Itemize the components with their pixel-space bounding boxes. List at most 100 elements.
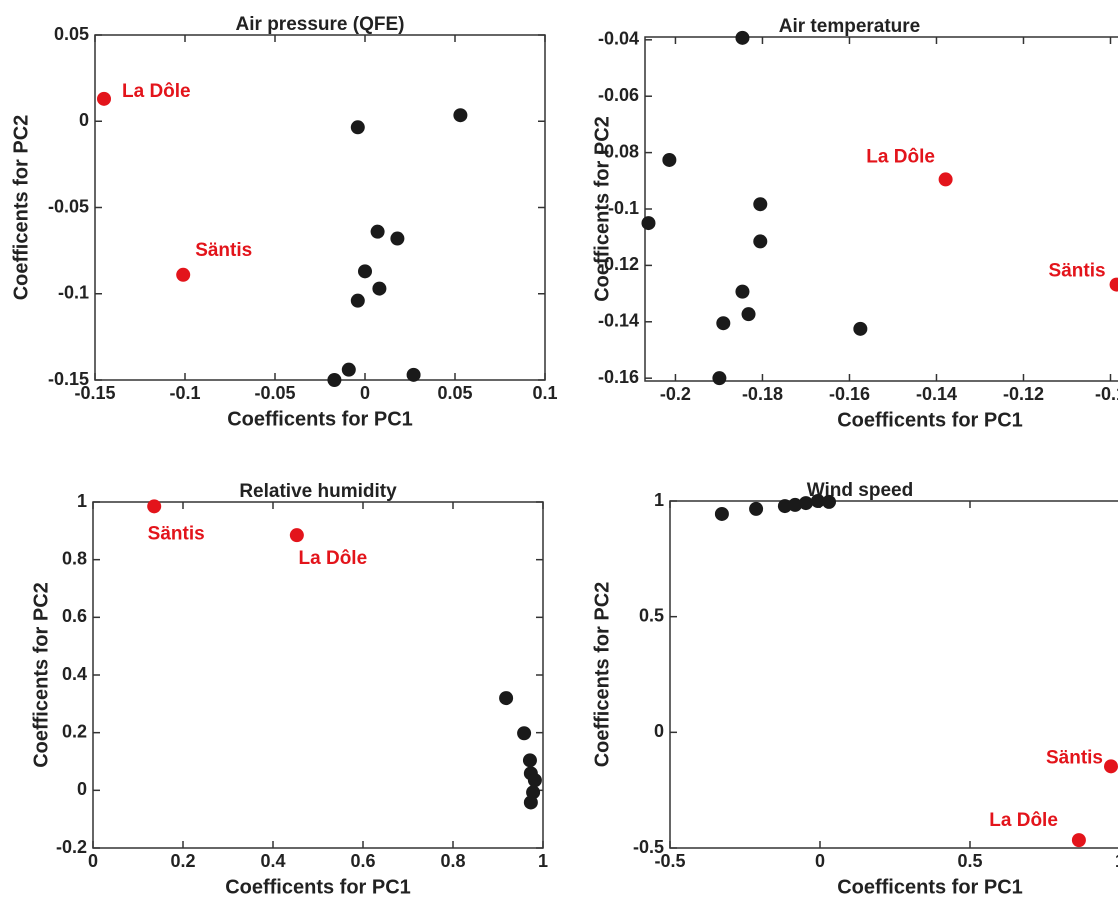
- axes-box: [644, 36, 1118, 382]
- x-tick-label: 0.1: [532, 383, 557, 403]
- x-axis-label: Coefficents for PC1: [227, 408, 413, 430]
- point: [714, 506, 729, 521]
- y-axis-label: Coefficents for PC2: [10, 115, 32, 301]
- y-tick-label: 0.2: [62, 721, 87, 741]
- y-tick-label: 0.5: [639, 605, 664, 625]
- axes-box: [669, 500, 1118, 849]
- point: [523, 795, 538, 810]
- x-tick-label: -0.12: [1003, 384, 1044, 404]
- y-tick-label: -0.1: [58, 283, 89, 303]
- y-tick-label: 0.05: [54, 24, 89, 44]
- point: [735, 284, 750, 299]
- y-tick-label: 0.6: [62, 606, 87, 626]
- point-label: Säntis: [1046, 747, 1103, 768]
- point: [499, 691, 514, 706]
- y-tick-label: -0.12: [598, 254, 639, 274]
- x-axis-label: Coefficents for PC1: [837, 876, 1023, 898]
- x-axis-label: Coefficents for PC1: [225, 876, 411, 898]
- point-label: La Dôle: [122, 81, 191, 102]
- y-axis-label: Coefficents for PC2: [591, 116, 613, 302]
- x-tick-label: -0.15: [74, 383, 115, 403]
- x-tick-label: -0.14: [916, 384, 957, 404]
- y-tick-label: -0.2: [56, 837, 87, 857]
- point: [289, 528, 304, 543]
- point: [350, 120, 365, 135]
- x-axis-label: Coefficents for PC1: [837, 409, 1023, 431]
- point-label: La Dôle: [989, 810, 1058, 831]
- point: [372, 281, 387, 296]
- point: [1109, 277, 1118, 292]
- y-tick-label: -0.16: [598, 367, 639, 387]
- point: [390, 231, 405, 246]
- y-tick-label: 0: [654, 721, 664, 741]
- chart-title: Wind speed: [807, 480, 913, 501]
- x-tick-label: 0.4: [260, 851, 285, 871]
- x-tick-label: -0.2: [660, 384, 691, 404]
- x-tick-label: -0.1: [169, 383, 200, 403]
- x-tick-label: -0.5: [654, 851, 685, 871]
- x-tick-label: -0.1: [1095, 384, 1118, 404]
- point: [406, 367, 421, 382]
- y-tick-label: -0.15: [48, 369, 89, 389]
- point: [641, 216, 656, 231]
- point: [527, 773, 542, 788]
- y-tick-label: -0.1: [608, 198, 639, 218]
- x-tick-label: 0.6: [350, 851, 375, 871]
- point: [1104, 759, 1118, 774]
- point: [370, 224, 385, 239]
- y-axis-label: Coefficents for PC2: [591, 582, 613, 768]
- x-tick-label: -0.05: [254, 383, 295, 403]
- point: [798, 496, 813, 511]
- point: [453, 108, 468, 123]
- y-tick-label: -0.08: [598, 141, 639, 161]
- y-tick-label: -0.14: [598, 311, 639, 331]
- y-tick-label: -0.04: [598, 29, 639, 49]
- x-tick-label: 0: [88, 851, 98, 871]
- point: [938, 172, 953, 187]
- x-tick-label: 0.8: [440, 851, 465, 871]
- point: [358, 264, 372, 279]
- point: [788, 497, 803, 512]
- point: [810, 494, 825, 508]
- point: [753, 234, 768, 249]
- point-label: Säntis: [148, 523, 205, 544]
- point: [350, 293, 365, 308]
- point: [753, 197, 768, 212]
- x-tick-label: 1: [538, 851, 548, 871]
- point-label: La Dôle: [299, 548, 368, 569]
- chart-title: Relative humidity: [239, 481, 397, 502]
- x-tick-label: 0.5: [957, 851, 982, 871]
- y-tick-label: -0.05: [48, 196, 89, 216]
- point: [853, 321, 868, 336]
- x-tick-label: 0: [360, 383, 370, 403]
- y-tick-label: 0: [77, 779, 87, 799]
- point: [712, 371, 727, 386]
- point: [741, 307, 756, 322]
- point: [327, 373, 342, 387]
- point: [176, 267, 191, 282]
- y-tick-label: -0.5: [633, 837, 664, 857]
- point-label: La Dôle: [866, 146, 935, 167]
- chart-title: Air temperature: [779, 16, 921, 37]
- x-tick-label: -0.16: [829, 384, 870, 404]
- point: [662, 152, 677, 167]
- y-tick-label: 0.4: [62, 664, 87, 684]
- point-label: Säntis: [195, 240, 252, 261]
- x-tick-label: 0.2: [170, 851, 195, 871]
- x-tick-label: 1: [1115, 851, 1118, 871]
- point: [1071, 833, 1086, 848]
- point: [822, 494, 836, 509]
- chart-title: Air pressure (QFE): [236, 14, 405, 35]
- point: [97, 91, 111, 106]
- x-tick-label: 0.05: [437, 383, 472, 403]
- x-tick-label: 0: [815, 851, 825, 871]
- y-tick-label: 0: [79, 110, 89, 130]
- y-tick-label: 1: [77, 491, 87, 511]
- point-label: Säntis: [1049, 261, 1106, 282]
- point: [777, 499, 792, 514]
- x-tick-label: -0.18: [742, 384, 783, 404]
- point: [147, 499, 162, 514]
- y-tick-label: -0.06: [598, 85, 639, 105]
